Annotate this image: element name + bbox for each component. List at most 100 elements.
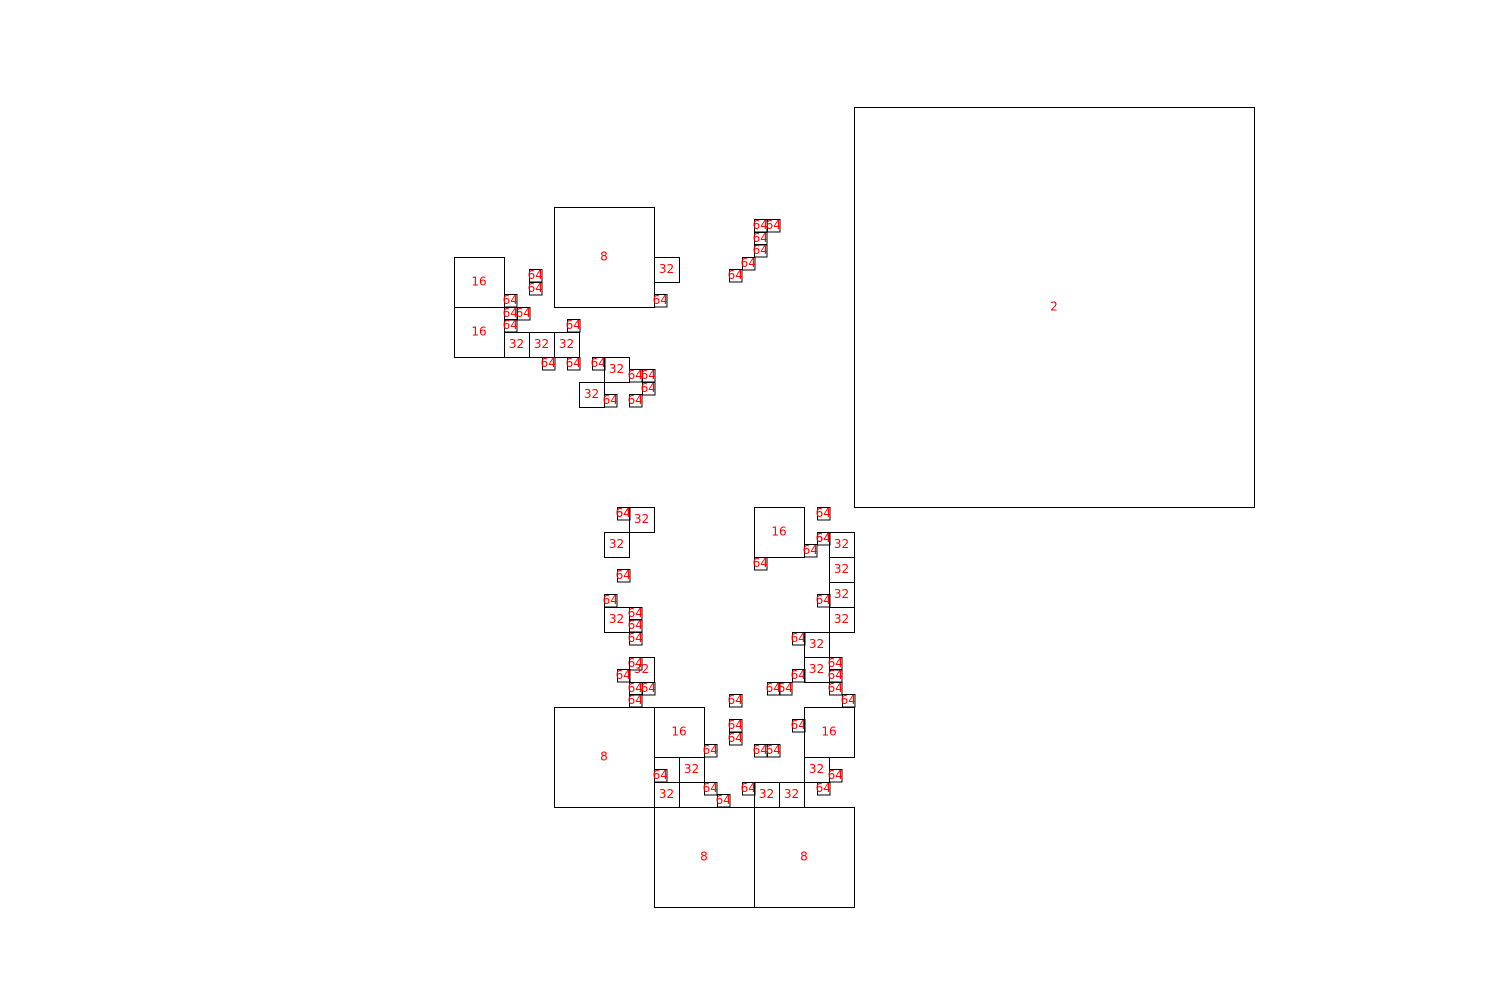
cell-level-label: 64: [716, 793, 731, 807]
grid-cell-level-64: [604, 394, 618, 408]
cell-level-label: 64: [791, 668, 806, 682]
grid-cell-level-64: [617, 569, 631, 583]
grid-cell-level-64: [654, 294, 668, 308]
cell-level-label: 32: [659, 787, 674, 801]
cell-level-label: 32: [684, 762, 699, 776]
cell-level-label: 32: [759, 787, 774, 801]
cell-level-label: 64: [828, 768, 843, 782]
cell-level-label: 64: [628, 368, 643, 382]
cell-level-label: 2: [1050, 300, 1058, 314]
cell-level-label: 64: [591, 356, 606, 370]
grid-cell-level-32: [654, 257, 680, 283]
grid-cell-level-64: [567, 357, 581, 371]
cell-level-label: 16: [821, 725, 836, 739]
cell-level-label: 64: [503, 318, 518, 332]
cell-level-label: 64: [791, 718, 806, 732]
cell-level-label: 32: [834, 562, 849, 576]
cell-level-label: 64: [728, 718, 743, 732]
cell-level-label: 64: [603, 593, 618, 607]
cell-level-label: 64: [616, 568, 631, 582]
cell-level-label: 16: [471, 275, 486, 289]
cell-level-label: 64: [841, 693, 856, 707]
grid-cell-level-64: [817, 782, 831, 796]
cell-level-label: 64: [766, 681, 781, 695]
cell-level-label: 32: [809, 762, 824, 776]
cell-level-label: 64: [641, 681, 656, 695]
cell-level-label: 64: [753, 218, 768, 232]
grid-cell-level-64: [829, 769, 843, 783]
cell-level-label: 64: [703, 743, 718, 757]
grid-cell-level-16: [754, 507, 805, 558]
cell-level-label: 64: [816, 531, 831, 545]
grid-cell-level-32: [629, 507, 655, 533]
cell-level-label: 8: [700, 850, 708, 864]
cell-level-label: 32: [634, 662, 649, 676]
cell-level-label: 64: [753, 743, 768, 757]
cell-level-label: 64: [803, 543, 818, 557]
cell-level-label: 32: [609, 537, 624, 551]
grid-cell-level-64: [767, 744, 781, 758]
cell-level-label: 16: [671, 725, 686, 739]
cell-level-label: 64: [816, 781, 831, 795]
cell-level-label: 64: [628, 393, 643, 407]
cell-level-label: 64: [616, 506, 631, 520]
cell-level-label: 64: [741, 781, 756, 795]
cell-level-label: 64: [566, 318, 581, 332]
cell-level-label: 64: [641, 368, 656, 382]
cell-level-label: 64: [566, 356, 581, 370]
cell-level-label: 64: [628, 618, 643, 632]
cell-level-label: 16: [471, 325, 486, 339]
grid-cell-level-64: [529, 282, 543, 296]
grid-cell-level-64: [742, 257, 756, 271]
cell-level-label: 64: [628, 606, 643, 620]
cell-level-label: 64: [653, 768, 668, 782]
cell-level-label: 64: [741, 256, 756, 270]
cell-level-label: 64: [828, 681, 843, 695]
cell-level-label: 32: [834, 612, 849, 626]
cell-level-label: 8: [600, 750, 608, 764]
cell-level-label: 64: [766, 218, 781, 232]
grid-cell-level-32: [829, 607, 855, 633]
grid-cell-level-64: [779, 682, 793, 696]
cell-level-label: 64: [616, 668, 631, 682]
cell-level-label: 8: [800, 850, 808, 864]
cell-level-label: 32: [534, 337, 549, 351]
grid-cell-level-64: [729, 269, 743, 283]
cell-level-label: 64: [778, 681, 793, 695]
cell-level-label: 32: [784, 787, 799, 801]
grid-cell-level-8: [754, 807, 855, 908]
cell-level-label: 64: [653, 293, 668, 307]
grid-cell-level-64: [642, 682, 656, 696]
cell-level-label: 64: [791, 631, 806, 645]
cell-level-label: 32: [559, 337, 574, 351]
grid-cell-level-64: [629, 394, 643, 408]
grid-cell-level-32: [604, 532, 630, 558]
cell-level-label: 64: [703, 781, 718, 795]
grid-cell-level-32: [679, 757, 705, 783]
cell-level-label: 64: [728, 731, 743, 745]
cell-level-label: 64: [728, 693, 743, 707]
grid-cell-level-64: [704, 744, 718, 758]
cell-level-label: 64: [503, 293, 518, 307]
cell-level-label: 64: [528, 268, 543, 282]
cell-level-label: 64: [516, 306, 531, 320]
cell-level-label: 64: [628, 631, 643, 645]
cell-level-label: 64: [728, 268, 743, 282]
cell-level-label: 32: [834, 537, 849, 551]
cell-level-label: 64: [641, 381, 656, 395]
cell-level-label: 64: [528, 281, 543, 295]
grid-cell-level-64: [629, 632, 643, 646]
cell-level-label: 32: [809, 662, 824, 676]
cell-level-label: 16: [771, 525, 786, 539]
cell-level-label: 32: [509, 337, 524, 351]
grid-cell-level-64: [542, 357, 556, 371]
cell-level-label: 8: [600, 250, 608, 264]
cell-level-label: 64: [828, 656, 843, 670]
cell-level-label: 32: [609, 612, 624, 626]
grid-cell-level-64: [729, 732, 743, 746]
grid-cell-level-64: [642, 382, 656, 396]
cell-level-label: 64: [753, 556, 768, 570]
grid-cell-level-64: [767, 219, 781, 233]
